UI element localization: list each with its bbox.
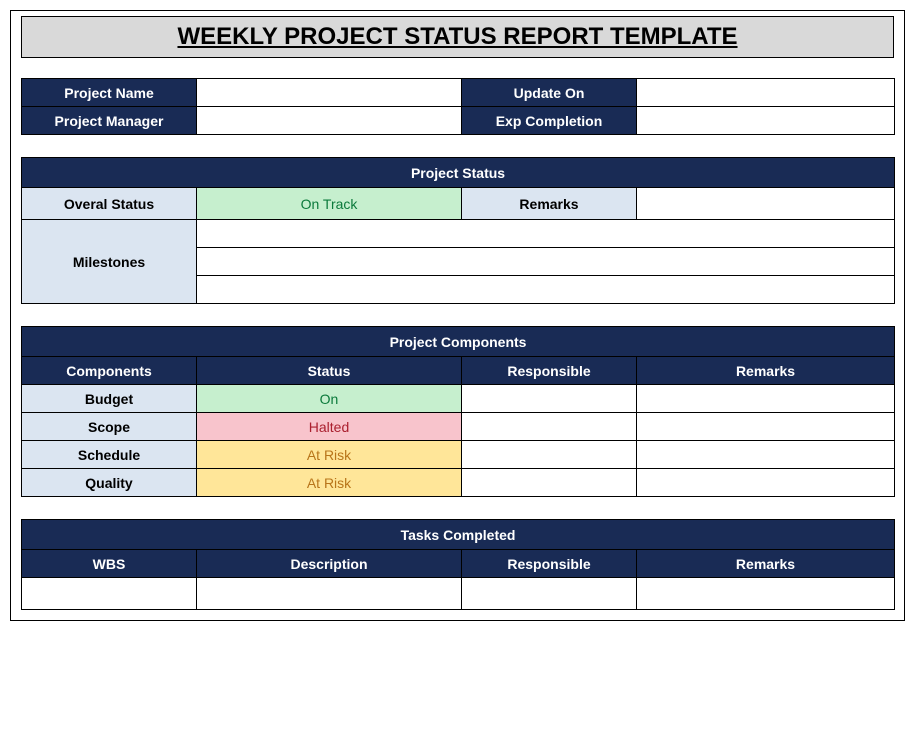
component-remarks[interactable] (637, 413, 895, 441)
task-remarks[interactable] (637, 578, 895, 610)
components-col-status: Status (197, 357, 462, 385)
component-responsible[interactable] (462, 385, 637, 413)
tasks-section-header: Tasks Completed (22, 520, 895, 550)
tasks-col-remarks: Remarks (637, 550, 895, 578)
component-status[interactable]: At Risk (197, 469, 462, 497)
components-col-components: Components (22, 357, 197, 385)
overall-status-label: Overal Status (22, 188, 197, 220)
tasks-row (22, 578, 895, 610)
component-status[interactable]: Halted (197, 413, 462, 441)
report-page: WEEKLY PROJECT STATUS REPORT TEMPLATE Pr… (10, 10, 905, 621)
component-responsible[interactable] (462, 413, 637, 441)
component-status[interactable]: On (197, 385, 462, 413)
project-manager-value[interactable] (197, 107, 462, 135)
milestones-label: Milestones (22, 220, 197, 304)
component-name: Quality (22, 469, 197, 497)
tasks-col-description: Description (197, 550, 462, 578)
status-table: Project Status Overal Status On Track Re… (21, 157, 895, 304)
components-row: Schedule At Risk (22, 441, 895, 469)
components-col-remarks: Remarks (637, 357, 895, 385)
exp-completion-value[interactable] (637, 107, 895, 135)
task-description[interactable] (197, 578, 462, 610)
component-responsible[interactable] (462, 441, 637, 469)
status-section-header: Project Status (22, 158, 895, 188)
project-name-value[interactable] (197, 79, 462, 107)
project-name-label: Project Name (22, 79, 197, 107)
component-remarks[interactable] (637, 385, 895, 413)
report-title: WEEKLY PROJECT STATUS REPORT TEMPLATE (21, 16, 894, 58)
project-manager-label: Project Manager (22, 107, 197, 135)
task-wbs[interactable] (22, 578, 197, 610)
component-responsible[interactable] (462, 469, 637, 497)
component-name: Budget (22, 385, 197, 413)
update-on-label: Update On (462, 79, 637, 107)
components-row: Scope Halted (22, 413, 895, 441)
tasks-col-responsible: Responsible (462, 550, 637, 578)
component-remarks[interactable] (637, 441, 895, 469)
tasks-col-wbs: WBS (22, 550, 197, 578)
task-responsible[interactable] (462, 578, 637, 610)
remarks-label: Remarks (462, 188, 637, 220)
info-table: Project Name Update On Project Manager E… (21, 78, 895, 135)
components-row: Budget On (22, 385, 895, 413)
component-remarks[interactable] (637, 469, 895, 497)
components-section-header: Project Components (22, 327, 895, 357)
overall-status-value[interactable]: On Track (197, 188, 462, 220)
update-on-value[interactable] (637, 79, 895, 107)
components-row: Quality At Risk (22, 469, 895, 497)
components-table: Project Components Components Status Res… (21, 326, 895, 497)
milestone-row[interactable] (197, 276, 895, 304)
component-status[interactable]: At Risk (197, 441, 462, 469)
remarks-value[interactable] (637, 188, 895, 220)
milestone-row[interactable] (197, 248, 895, 276)
exp-completion-label: Exp Completion (462, 107, 637, 135)
tasks-table: Tasks Completed WBS Description Responsi… (21, 519, 895, 610)
component-name: Schedule (22, 441, 197, 469)
milestone-row[interactable] (197, 220, 895, 248)
components-col-responsible: Responsible (462, 357, 637, 385)
component-name: Scope (22, 413, 197, 441)
